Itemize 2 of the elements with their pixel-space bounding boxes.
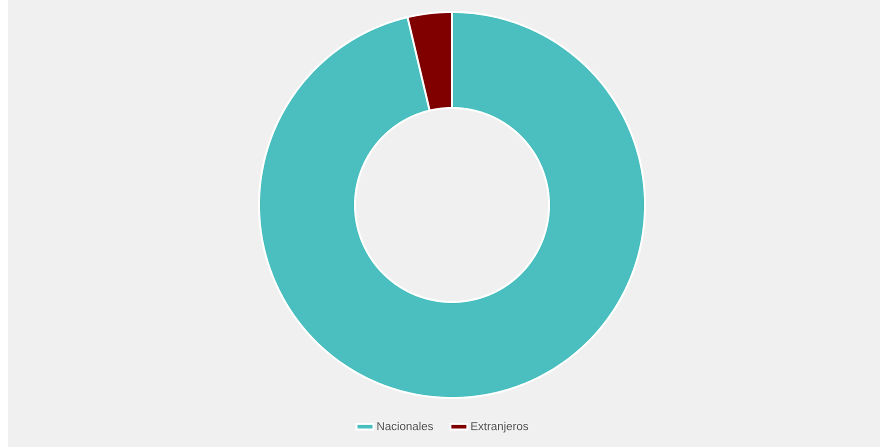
legend-label: Nacionales [377, 422, 433, 430]
legend-label: Extranjeros [471, 422, 528, 433]
